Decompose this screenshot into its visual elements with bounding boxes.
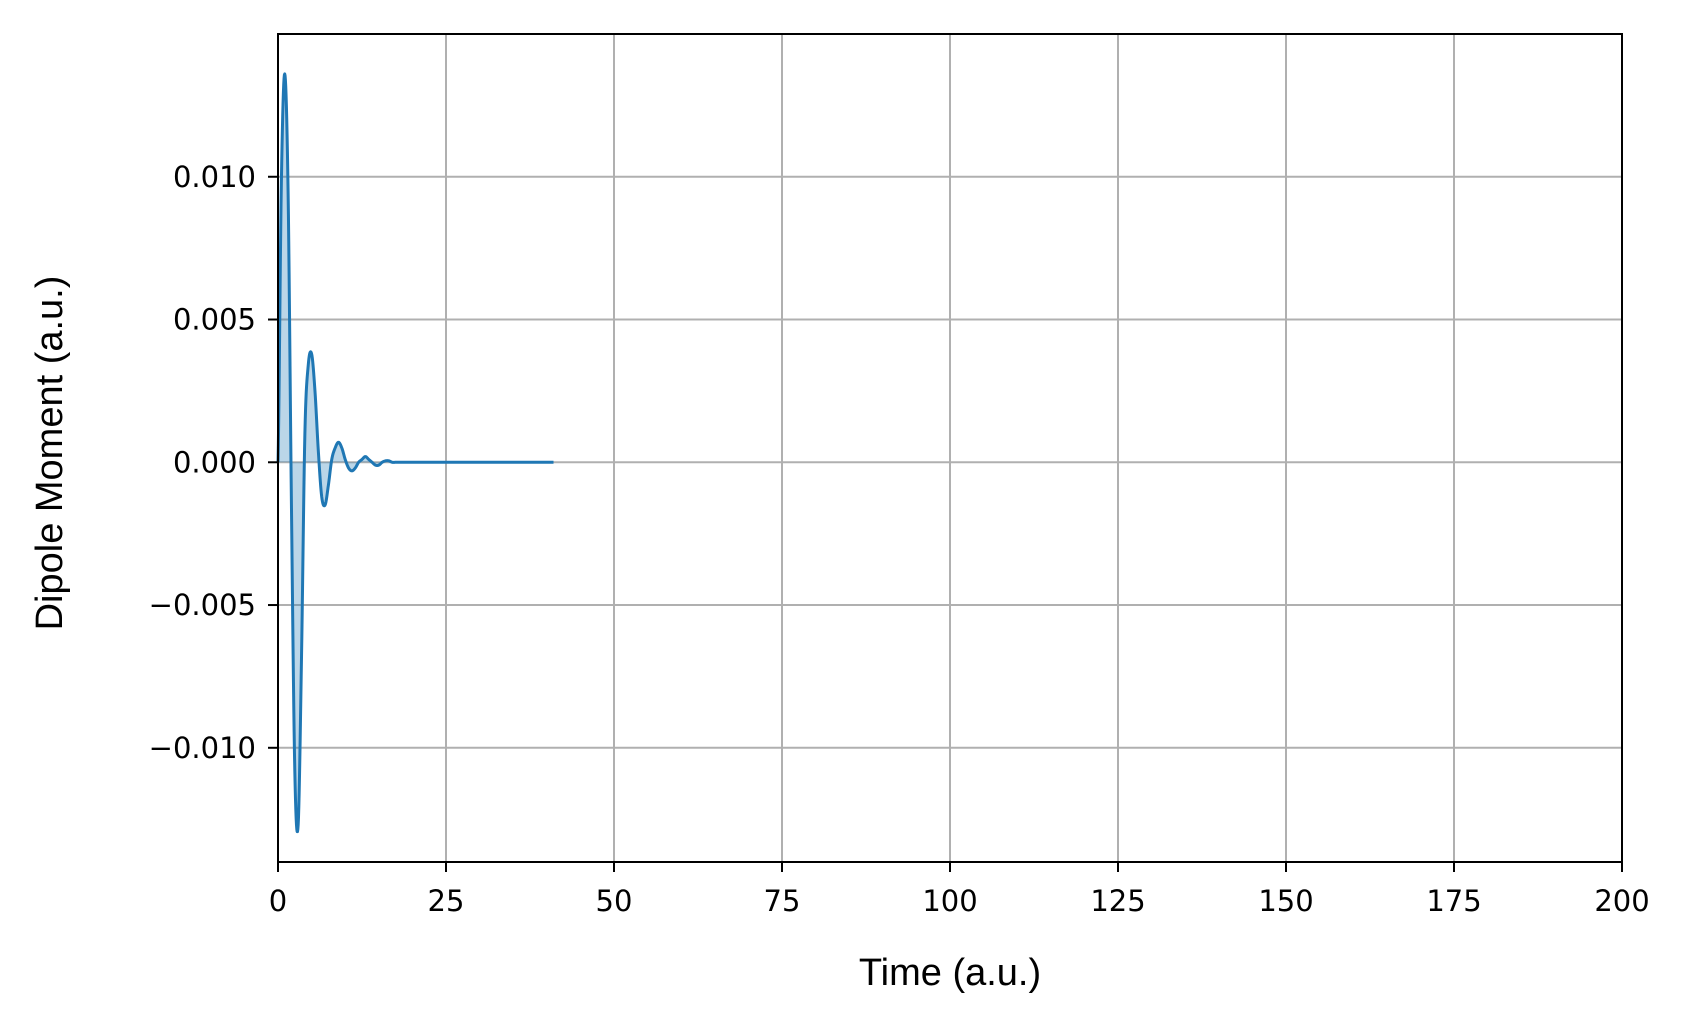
x-axis-label: Time (a.u.) xyxy=(859,952,1041,994)
x-tick-label: 0 xyxy=(269,884,287,918)
x-tick-label: 150 xyxy=(1258,884,1313,918)
y-axis-label: Dipole Moment (a.u.) xyxy=(29,276,71,631)
y-tick-label: −0.005 xyxy=(149,588,256,622)
y-tick-label: 0.010 xyxy=(173,160,256,194)
x-tick-label: 175 xyxy=(1426,884,1481,918)
y-axis-ticks: −0.010 −0.005 0.000 0.005 0.010 xyxy=(149,160,278,765)
x-tick-label: 50 xyxy=(596,884,633,918)
x-tick-label: 75 xyxy=(764,884,801,918)
y-tick-label: 0.005 xyxy=(173,303,256,337)
series-layer xyxy=(276,72,554,834)
x-tick-label: 100 xyxy=(922,884,977,918)
series-line xyxy=(276,72,554,834)
x-tick-label: 25 xyxy=(428,884,465,918)
y-tick-label: −0.010 xyxy=(149,731,256,765)
x-tick-label: 200 xyxy=(1594,884,1649,918)
x-tick-label: 125 xyxy=(1090,884,1145,918)
y-tick-label: 0.000 xyxy=(173,445,256,479)
x-axis-ticks: 0 25 50 75 100 125 150 175 200 xyxy=(269,862,1650,918)
